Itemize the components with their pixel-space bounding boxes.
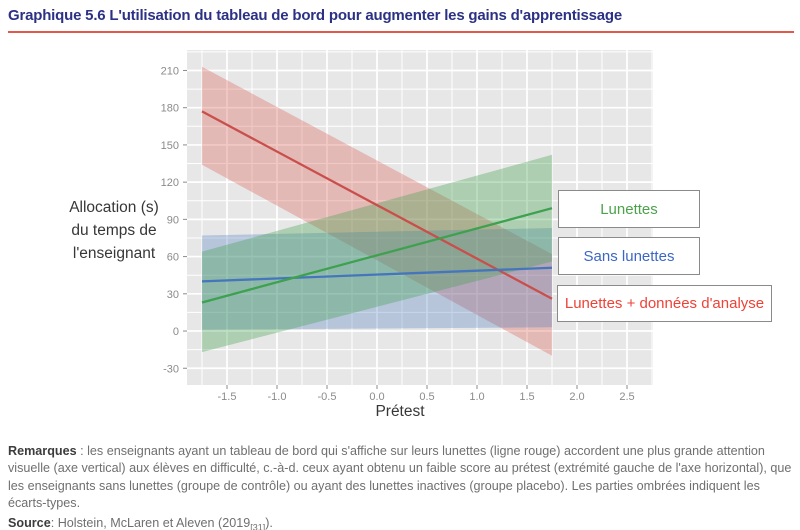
y-axis-title: Allocation (s) du temps de l'enseignant [46, 196, 182, 265]
x-tick-label: 2.5 [619, 391, 634, 403]
x-tick-label: 2.0 [569, 391, 584, 403]
source-ref: [31] [250, 522, 266, 530]
x-axis-title: Prétest [375, 403, 425, 420]
source-suffix: ). [265, 516, 273, 530]
y-tick-label: 60 [167, 252, 179, 264]
notes-label: Remarques [8, 444, 77, 458]
source-label: Source [8, 516, 51, 530]
legend-label-lunettes-donnees: Lunettes + données d'analyse [564, 295, 765, 312]
x-tick-label: 0.0 [369, 391, 384, 403]
confidence-band-lunettes-donnees-analyse [202, 66, 552, 356]
notes-text: : les enseignants ayant un tableau de bo… [8, 444, 792, 510]
x-tick-label: 1.5 [519, 391, 534, 403]
confidence-band-lunettes [202, 154, 552, 353]
legend-box-sans-lunettes: Sans lunettes [558, 237, 700, 275]
title-divider [8, 31, 794, 33]
legend-box-lunettes: Lunettes [558, 190, 700, 228]
x-tick-label: -1.0 [268, 391, 287, 403]
figure-title: Graphique 5.6 L'utilisation du tableau d… [8, 7, 623, 24]
y-axis-title-line1: Allocation (s) [69, 199, 159, 216]
legend-label-sans-lunettes: Sans lunettes [583, 247, 675, 265]
source-line: Source: Holstein, McLaren et Aleven (201… [8, 515, 796, 530]
y-tick-label: 0 [173, 326, 179, 338]
x-tick-label: 1.0 [469, 391, 484, 403]
y-tick-label: -30 [163, 363, 179, 375]
x-tick-label: -0.5 [318, 391, 337, 403]
legend-label-lunettes: Lunettes [600, 200, 658, 218]
y-axis-title-line2: du temps de [71, 222, 157, 239]
y-tick-label: 90 [167, 214, 179, 226]
y-tick-label: 150 [161, 140, 179, 152]
y-tick-label: 30 [167, 289, 179, 301]
x-tick-label: -1.5 [218, 391, 237, 403]
legend-box-lunettes-donnees: Lunettes + données d'analyse [557, 285, 772, 322]
y-tick-label: 120 [161, 177, 179, 189]
y-tick-label: 180 [161, 103, 179, 115]
figure-notes: Remarques : les enseignants ayant un tab… [8, 443, 796, 530]
trend-line-lunettes-donnees-analyse [201, 110, 553, 300]
y-axis-title-line3: l'enseignant [72, 245, 156, 262]
notes-paragraph: Remarques : les enseignants ayant un tab… [8, 443, 796, 512]
source-text: : Holstein, McLaren et Aleven (2019 [50, 516, 251, 530]
trend-line-sans-lunettes [201, 266, 553, 283]
confidence-band-sans-lunettes [202, 228, 552, 330]
y-tick-label: 210 [161, 65, 179, 77]
x-tick-label: 0.5 [419, 391, 434, 403]
trend-line-lunettes [201, 207, 553, 304]
